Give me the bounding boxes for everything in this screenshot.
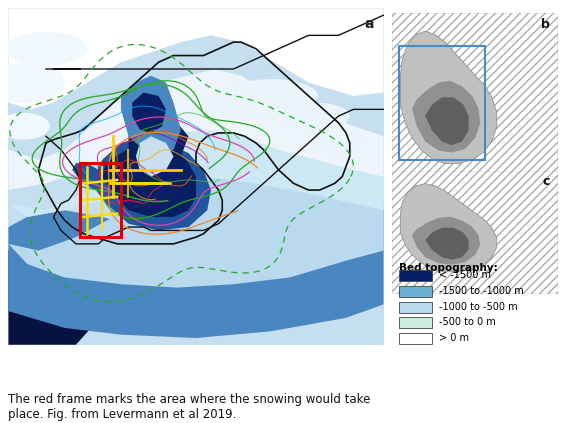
Polygon shape xyxy=(8,8,384,345)
Text: -500 to 0 m: -500 to 0 m xyxy=(439,317,495,327)
Polygon shape xyxy=(91,136,211,231)
Text: Bed topography:: Bed topography: xyxy=(399,263,497,273)
Polygon shape xyxy=(8,69,384,190)
Polygon shape xyxy=(8,160,384,288)
Text: -1000 to -500 m: -1000 to -500 m xyxy=(439,302,517,312)
Bar xyxy=(399,302,432,313)
Text: b: b xyxy=(541,18,550,31)
Bar xyxy=(399,333,432,344)
Ellipse shape xyxy=(213,89,269,116)
Polygon shape xyxy=(412,217,480,264)
Bar xyxy=(399,286,432,297)
Text: c: c xyxy=(543,175,550,188)
Bar xyxy=(399,317,432,328)
Polygon shape xyxy=(72,163,102,190)
Text: < -1500 m: < -1500 m xyxy=(439,270,491,280)
Bar xyxy=(399,270,432,281)
Ellipse shape xyxy=(0,62,65,103)
Ellipse shape xyxy=(282,103,350,129)
Polygon shape xyxy=(392,13,558,197)
Polygon shape xyxy=(129,116,188,163)
Polygon shape xyxy=(121,76,181,157)
Polygon shape xyxy=(425,97,469,145)
Polygon shape xyxy=(400,31,497,164)
Polygon shape xyxy=(8,8,384,110)
Text: a: a xyxy=(365,17,374,31)
Polygon shape xyxy=(425,228,469,260)
Polygon shape xyxy=(102,143,196,217)
Polygon shape xyxy=(8,250,91,345)
Ellipse shape xyxy=(224,79,318,113)
Polygon shape xyxy=(412,81,480,153)
Polygon shape xyxy=(8,210,384,338)
Text: The red frame marks the area where the snowing would take
place. Fig. from Lever: The red frame marks the area where the s… xyxy=(8,393,371,421)
Polygon shape xyxy=(136,136,174,177)
Bar xyxy=(80,163,121,237)
Ellipse shape xyxy=(5,32,87,66)
Text: -1500 to -1000 m: -1500 to -1000 m xyxy=(439,286,523,296)
Polygon shape xyxy=(8,110,384,217)
Polygon shape xyxy=(392,171,558,294)
Text: > 0 m: > 0 m xyxy=(439,333,469,343)
Ellipse shape xyxy=(316,133,361,153)
Polygon shape xyxy=(132,93,166,133)
Bar xyxy=(399,46,485,160)
Ellipse shape xyxy=(0,113,50,140)
Polygon shape xyxy=(400,184,497,272)
